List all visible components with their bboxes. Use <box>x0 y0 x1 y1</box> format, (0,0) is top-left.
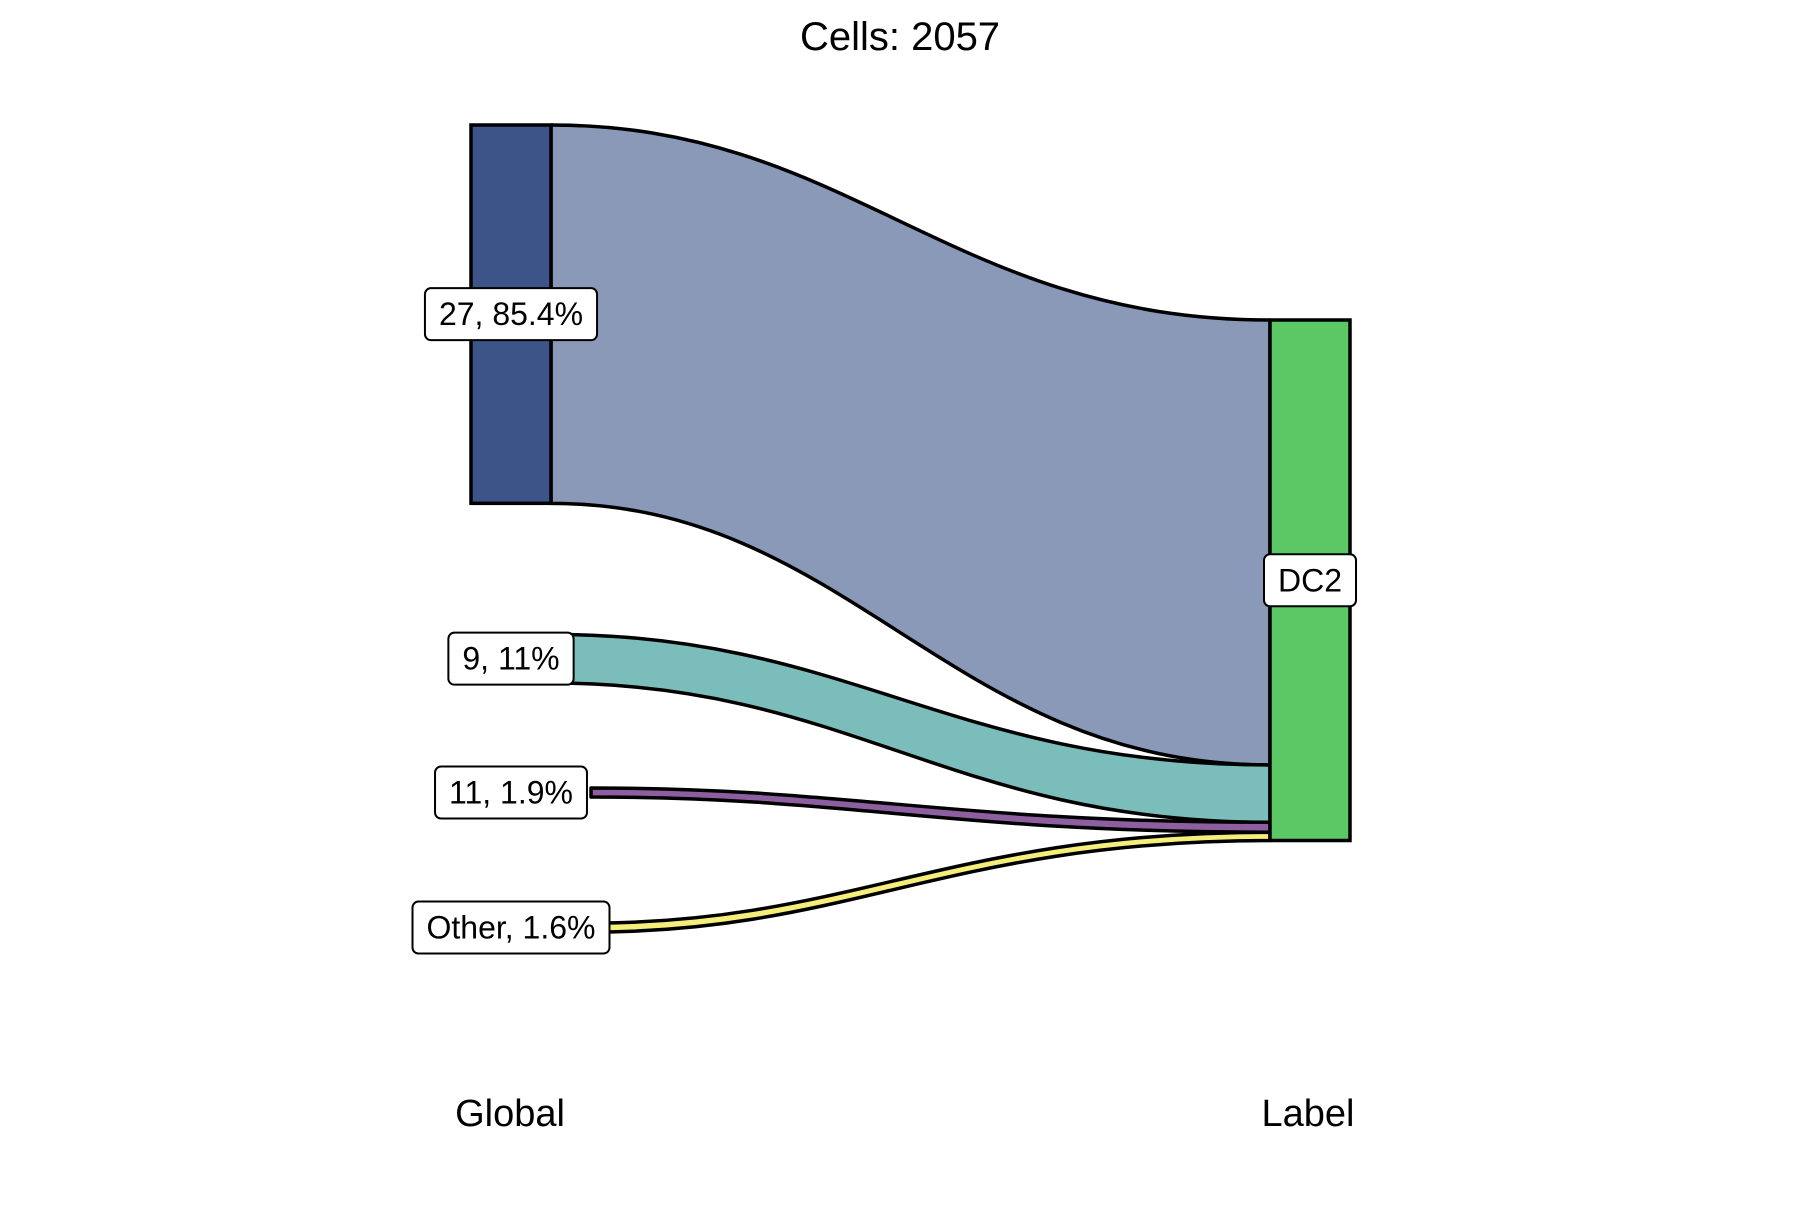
source-label-11-box <box>434 765 588 820</box>
source-label-11: 11, 1.9% <box>434 765 588 820</box>
flows-layer <box>549 123 1272 934</box>
source-label-27: 27, 85.4% <box>423 287 599 342</box>
source-label-27-text: 27, 85.4% <box>439 296 583 332</box>
axis-label-global: Global <box>455 1093 565 1135</box>
source-label-other-box <box>411 900 611 955</box>
source-label-other-text: Other, 1.6% <box>427 910 596 946</box>
chart-title: Cells: 2057 <box>800 15 1000 59</box>
flow-other-to-dc2 <box>589 830 1272 934</box>
target-label-dc2-box <box>1262 553 1358 608</box>
source-label-27-box <box>423 287 599 342</box>
source-label-other: Other, 1.6% <box>411 900 611 955</box>
source-label-11-text: 11, 1.9% <box>449 775 573 811</box>
labels-layer: 27, 85.4% 9, 11% 11, 1.9% Other, 1.6% DC2 <box>411 287 1358 955</box>
target-label-dc2: DC2 <box>1262 553 1358 608</box>
source-label-9-box <box>447 631 575 686</box>
source-label-9: 9, 11% <box>447 631 575 686</box>
axis-label-label: Label <box>1262 1093 1355 1135</box>
target-label-dc2-text: DC2 <box>1278 562 1342 598</box>
source-label-9-text: 9, 11% <box>462 641 559 677</box>
